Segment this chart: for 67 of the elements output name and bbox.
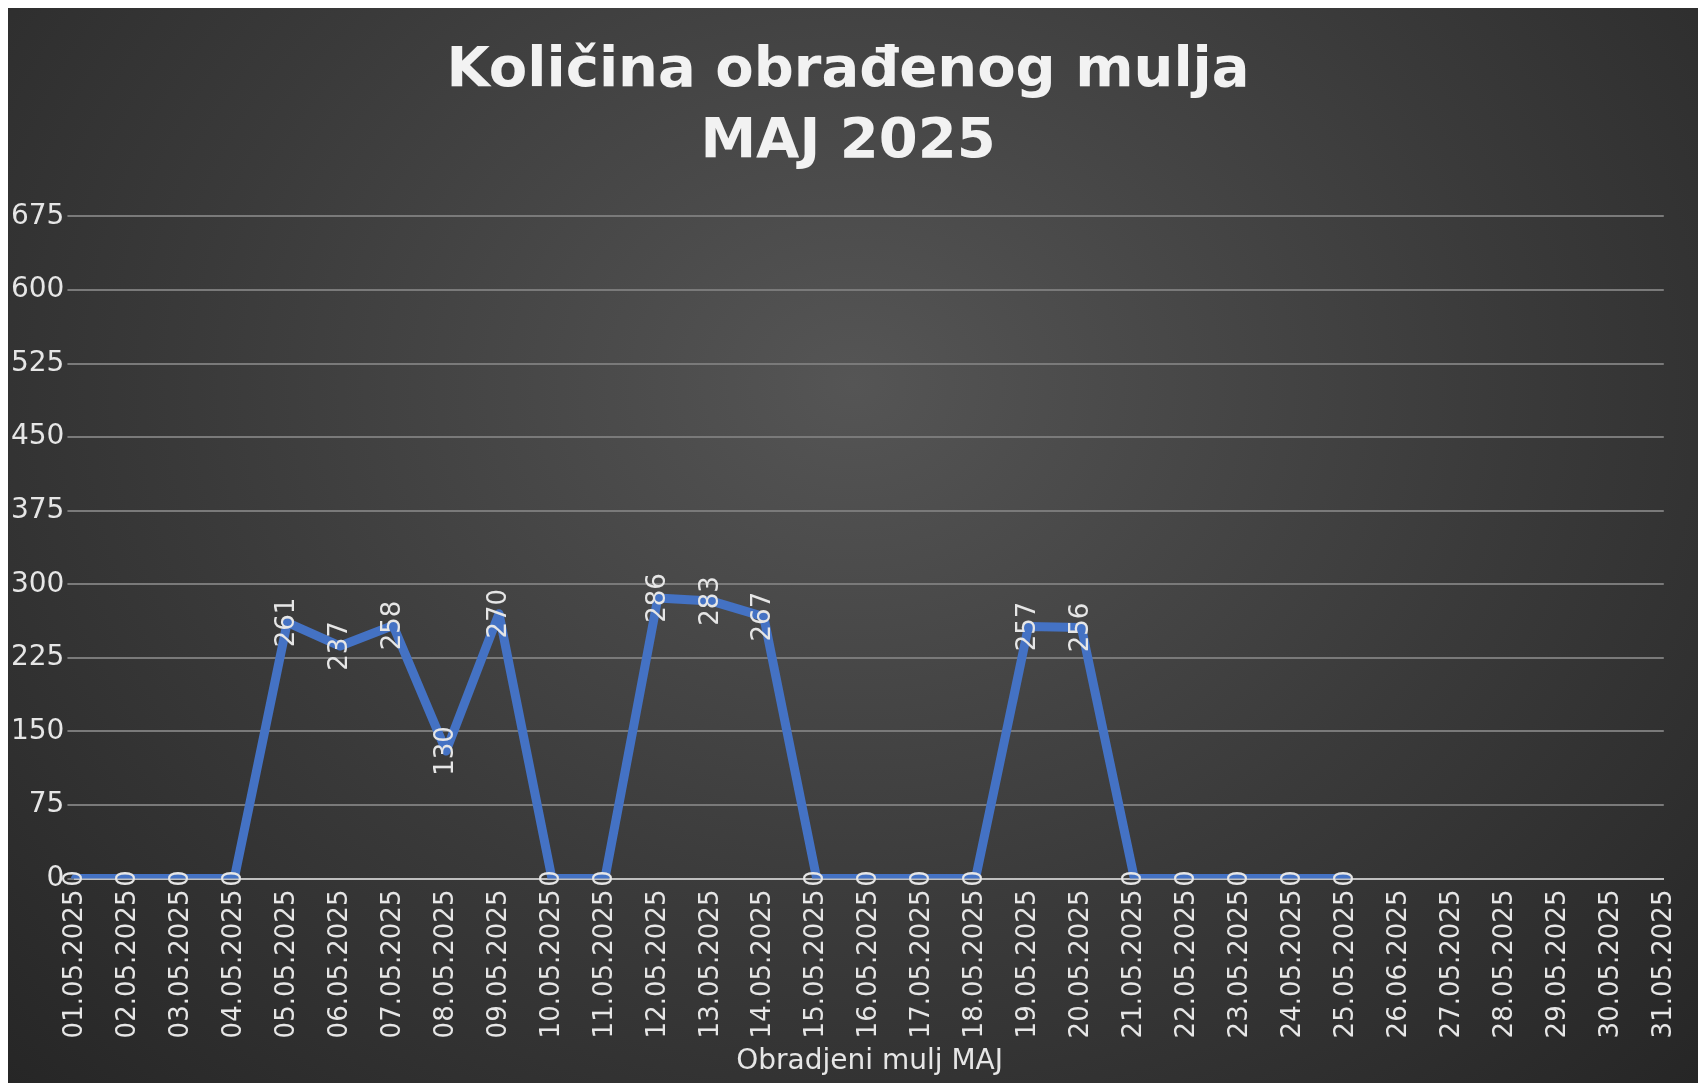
data-label: 0 bbox=[1275, 870, 1306, 887]
y-tick-label: 300 bbox=[10, 565, 65, 599]
y-tick-label: 375 bbox=[10, 491, 65, 525]
x-tick-label: 21.05.2025 bbox=[1117, 889, 1148, 1039]
x-tick-label: 20.05.2025 bbox=[1064, 889, 1095, 1039]
data-label: 283 bbox=[693, 576, 724, 626]
x-tick-label: 12.05.2025 bbox=[640, 889, 671, 1039]
x-tick-label: 28.05.2025 bbox=[1487, 889, 1518, 1039]
data-label: 0 bbox=[587, 870, 618, 887]
data-label: 0 bbox=[1117, 870, 1148, 887]
x-tick-label: 06.05.2025 bbox=[322, 889, 353, 1039]
y-tick-label: 225 bbox=[10, 639, 65, 673]
data-label: 0 bbox=[217, 870, 248, 887]
data-label: 0 bbox=[852, 870, 883, 887]
data-label: 270 bbox=[481, 588, 512, 639]
x-tick-label: 13.05.2025 bbox=[693, 889, 724, 1039]
data-label: 257 bbox=[1011, 601, 1042, 652]
data-label: 237 bbox=[322, 621, 353, 671]
y-tick-label: 450 bbox=[10, 418, 65, 452]
x-axis-title: Obradjeni mulj MAJ bbox=[736, 1043, 1003, 1077]
y-tick-label: 600 bbox=[10, 271, 65, 305]
x-tick-label: 23.05.2025 bbox=[1222, 889, 1253, 1039]
x-tick-label: 27.05.2025 bbox=[1434, 889, 1465, 1039]
data-label: 0 bbox=[905, 870, 936, 887]
data-label: 130 bbox=[428, 726, 459, 776]
chart-subtitle: MAJ 2025 bbox=[700, 105, 996, 171]
x-tick-label: 03.05.2025 bbox=[164, 889, 195, 1039]
x-tick-label: 24.05.2025 bbox=[1275, 889, 1306, 1039]
x-tick-label: 22.05.2025 bbox=[1170, 889, 1201, 1039]
y-tick-label: 75 bbox=[28, 786, 65, 820]
x-tick-label: 09.05.2025 bbox=[481, 889, 512, 1039]
x-tick-label: 10.05.2025 bbox=[534, 889, 565, 1039]
x-tick-label: 01.05.2025 bbox=[58, 889, 89, 1039]
data-label: 0 bbox=[1222, 870, 1253, 887]
data-label: 0 bbox=[534, 870, 565, 887]
x-tick-label: 14.05.2025 bbox=[746, 889, 777, 1039]
x-tick-label: 11.05.2025 bbox=[587, 889, 618, 1039]
x-tick-label: 31.05.2025 bbox=[1646, 889, 1677, 1039]
x-tick-label: 29.05.2025 bbox=[1540, 889, 1571, 1039]
y-tick-label: 150 bbox=[10, 712, 65, 746]
x-tick-label: 04.05.2025 bbox=[217, 889, 248, 1039]
x-tick-label: 19.05.2025 bbox=[1011, 889, 1042, 1039]
data-label: 267 bbox=[746, 591, 777, 642]
data-label: 0 bbox=[111, 870, 142, 887]
data-label: 0 bbox=[1170, 870, 1201, 887]
data-label: 261 bbox=[269, 597, 300, 648]
x-tick-label: 07.05.2025 bbox=[375, 889, 406, 1039]
data-label: 256 bbox=[1064, 602, 1095, 653]
x-tick-label: 17.05.2025 bbox=[905, 889, 936, 1039]
data-label: 258 bbox=[375, 600, 406, 651]
data-label: 0 bbox=[958, 870, 989, 887]
x-tick-label: 05.05.2025 bbox=[269, 889, 300, 1039]
data-label: 286 bbox=[640, 573, 671, 623]
x-tick-label: 16.05.2025 bbox=[852, 889, 883, 1039]
y-tick-label: 675 bbox=[10, 197, 65, 231]
x-tick-label: 26.06.2025 bbox=[1381, 889, 1412, 1039]
x-tick-label: 02.05.2025 bbox=[111, 889, 142, 1039]
y-tick-label: 525 bbox=[10, 344, 65, 378]
data-label: 0 bbox=[799, 870, 830, 887]
chart-title: Količina obrađenog mulja bbox=[446, 34, 1250, 100]
data-label: 0 bbox=[1328, 870, 1359, 887]
x-tick-label: 08.05.2025 bbox=[428, 889, 459, 1039]
x-tick-label: 30.05.2025 bbox=[1593, 889, 1624, 1039]
x-tick-label: 15.05.2025 bbox=[799, 889, 830, 1039]
x-tick-label: 18.05.2025 bbox=[958, 889, 989, 1039]
data-label: 0 bbox=[164, 870, 195, 887]
x-tick-label: 25.05.2025 bbox=[1328, 889, 1359, 1039]
